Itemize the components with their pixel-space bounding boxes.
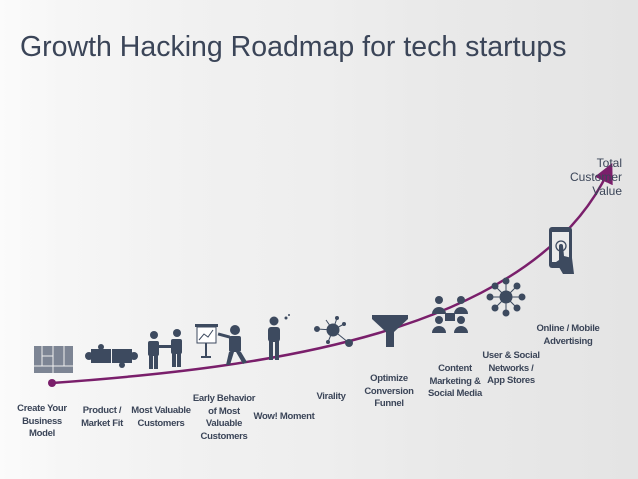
thinking-person-icon [268, 314, 290, 360]
mobile-touch-icon [549, 227, 574, 274]
business-model-canvas-icon [34, 346, 73, 373]
step-label-networks-app-stores: User & Social Networks / App Stores [482, 350, 540, 386]
step-label-content-marketing: Content Marketing & Social Media [428, 363, 482, 399]
page-title: Growth Hacking Roadmap for tech startups [20, 31, 567, 63]
hub-network-icon [486, 277, 526, 317]
step-label-conversion-funnel: Optimize Conversion Funnel [364, 373, 414, 409]
presentation-icon [195, 324, 247, 365]
step-label-early-behavior: Early Behavior of Most Valuable Customer… [192, 393, 256, 442]
step-label-most-valuable-customers: Most Valuable Customers [131, 405, 191, 429]
step-label-wow-moment: Wow! Moment [253, 411, 315, 422]
handshake-icon [148, 329, 182, 369]
total-customer-value-label: Total Customer Value [569, 156, 622, 198]
funnel-icon [372, 315, 408, 347]
step-label-virality: Virality [316, 391, 346, 402]
virus-network-icon [314, 316, 353, 347]
curve-start-dot [48, 379, 56, 387]
step-label-mobile-advertising: Online / Mobile Advertising [536, 323, 600, 347]
step-label-business-model: Create Your Business Model [17, 403, 67, 439]
puzzle-icon [85, 344, 138, 368]
step-label-product-market-fit: Product / Market Fit [81, 405, 123, 429]
people-network-icon [432, 296, 468, 333]
